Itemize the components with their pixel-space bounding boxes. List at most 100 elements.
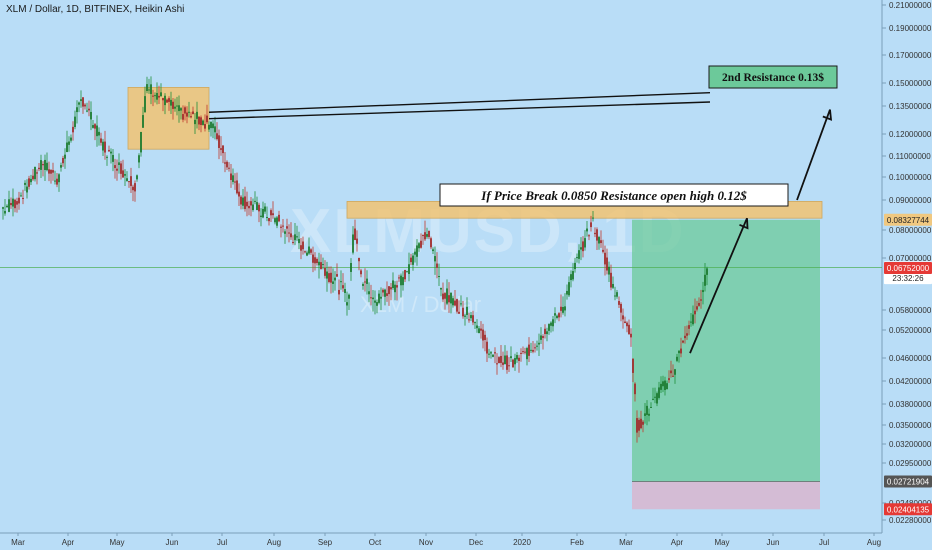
price-label-text: 0.02721904 [887,478,930,487]
candle-body [92,125,94,128]
annotation-box-break [439,183,789,207]
candle-body [174,106,176,109]
candle-body [10,202,12,206]
candle-body [568,282,570,296]
candle-body [512,359,514,368]
candle-body [88,108,90,111]
candle-body [462,307,464,317]
candle-body [704,274,706,286]
candle-body [408,264,410,274]
candle-body [206,115,208,123]
candle-body [598,237,600,244]
candle-body [464,315,466,317]
candle-body [636,418,638,433]
candle-body [212,123,214,129]
candle-body [100,138,102,143]
candle-body [460,303,462,305]
price-label-badge [884,213,932,226]
candle-body [90,111,92,120]
candle-body [486,341,488,354]
candle-body [562,306,564,313]
candle-body [300,245,302,251]
price-label-text: 0.02404135 [887,505,930,514]
candle-body [522,351,524,353]
candle-body [94,124,96,129]
price-tick-label: 0.10000000 [889,173,932,182]
time-tick-label: Mar [619,538,633,547]
candle-body [618,301,620,305]
price-tick-label: 0.04200000 [889,377,932,386]
time-tick-label: Jun [166,538,179,547]
candle-body [546,331,548,335]
candle-body [120,163,122,174]
candle-body [428,230,430,238]
candle-body [304,251,306,253]
candle-body [50,169,52,174]
candle-body [396,285,398,288]
candle-body [652,398,654,400]
candle-body [74,116,76,128]
candle-body [102,141,104,151]
time-tick-label: Mar [11,538,25,547]
time-tick-label: Jul [217,538,227,547]
time-tick-label: Jul [819,538,829,547]
candle-body [628,324,630,335]
time-tick-label: 2020 [513,538,531,547]
candle-body [284,231,286,234]
candle-body [264,206,266,212]
candle-body [226,161,228,168]
annotation-break-resistance: If Price Break 0.0850 Resistance open hi… [480,188,747,203]
candle-body [184,107,186,114]
candle-body [454,300,456,306]
candle-body [430,238,432,248]
candle-body [18,197,20,204]
candle-body [466,306,468,315]
price-tick-label: 0.02280000 [889,516,932,525]
candle-body [24,182,26,185]
candle-body [214,126,216,133]
candle-body [694,310,696,315]
candle-body [116,168,118,171]
candle-body [612,283,614,288]
candle-body [432,249,434,252]
candle-body [198,116,200,125]
candle-body [334,277,336,281]
candle-body [668,378,670,381]
candle-body [230,173,232,180]
candle-body [292,241,294,243]
candle-body [148,89,150,91]
candle-body [458,311,460,314]
candle-body [136,175,138,180]
candle-body [190,116,192,118]
candle-body [362,284,364,286]
price-label-text: 23:32:26 [892,274,924,283]
candle-body [152,95,154,97]
candle-body [504,355,506,365]
candle-body [42,164,44,166]
candle-body [188,111,190,113]
candle-body [224,162,226,164]
candle-body [70,137,72,141]
candle-body [306,252,308,256]
candle-body [686,333,688,336]
candle-body [14,199,16,209]
candle-body [342,285,344,289]
candle-body [658,387,660,398]
candle-body [354,228,356,240]
candle-body [604,252,606,265]
candle-body [66,142,68,153]
candle-body [132,186,134,191]
candle-body [146,84,148,91]
price-tick-label: 0.13500000 [889,102,932,111]
candle-body [278,214,280,222]
candle-body [684,335,686,339]
candle-body [418,243,420,249]
candle-body [632,358,634,373]
candle-body [608,266,610,275]
candle-body [78,102,80,105]
candle-body [388,286,390,295]
candle-body [550,322,552,326]
candle-body [108,149,110,152]
candle-body [208,124,210,130]
